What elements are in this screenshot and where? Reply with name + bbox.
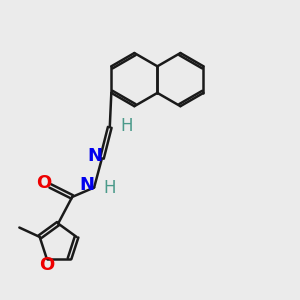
Text: H: H	[103, 178, 116, 196]
Text: N: N	[80, 176, 95, 194]
Text: N: N	[88, 147, 103, 165]
Text: O: O	[39, 256, 54, 274]
Text: H: H	[121, 117, 133, 135]
Text: O: O	[36, 175, 51, 193]
